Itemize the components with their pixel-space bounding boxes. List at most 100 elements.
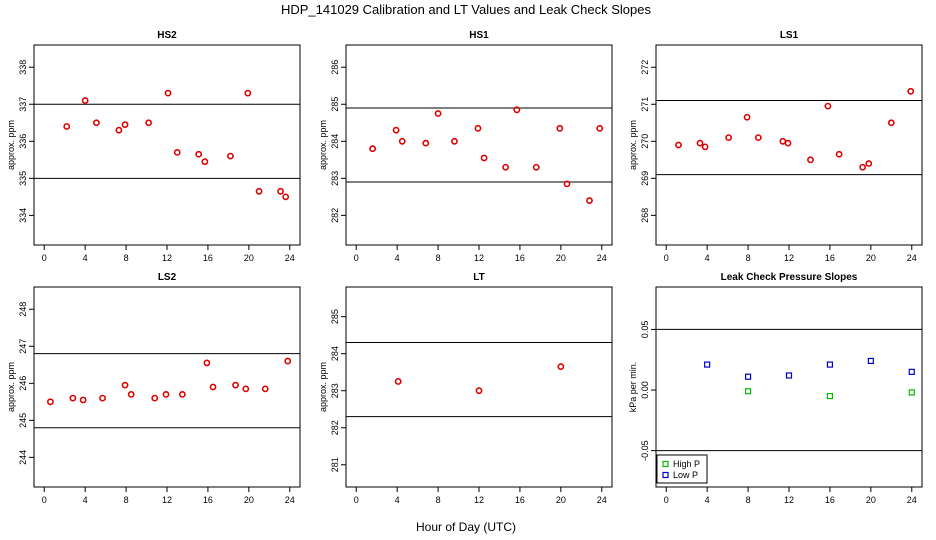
data-point [865,160,873,167]
y-tick-label: 270 [640,134,650,149]
y-tick-label: 244 [18,450,28,465]
data-point [63,123,71,130]
data-point [81,97,89,104]
data-point [824,102,832,110]
x-tick-label: 4 [395,495,400,505]
x-tick-label: 8 [436,253,441,263]
data-point [178,391,186,398]
x-tick-label: 16 [203,495,213,505]
x-tick-label: 8 [746,253,751,263]
x-tick-label: 8 [746,495,751,505]
x-tick-label: 24 [285,495,295,505]
x-tick-label: 16 [825,495,835,505]
data-point [675,141,682,149]
data-point [744,373,752,380]
data-point [557,363,565,371]
y-tick-label: 272 [640,60,650,75]
data-point [255,187,263,195]
data-point [586,197,593,204]
data-point [696,139,704,147]
y-tick-label: 284 [330,346,340,361]
panel-4: LS2 0 4 8 12 16 20 24 244 245 246 247 248 approx. ppm [6,272,301,505]
x-tick-label: 20 [556,253,566,263]
x-tick-label: 0 [664,495,669,505]
data-point [743,113,751,121]
x-tick-label: 12 [162,253,172,263]
data-point [835,150,843,158]
panel-2: HS1 0 4 8 12 16 20 24 282 283 284 285 286 approx. ppm [318,30,613,263]
y-tick-label: 337 [18,97,28,112]
y-tick-label: 268 [640,208,650,223]
y-axis-label: approx. ppm [318,120,328,170]
y-tick-label: 285 [330,97,340,112]
figure-title: HDP_141029 Calibration and LT Values and… [281,2,652,17]
y-tick-label: 338 [18,60,28,75]
data-point [115,126,123,134]
legend-box [656,454,708,484]
data-point [232,381,239,389]
data-point [201,158,209,166]
x-tick-label: 0 [42,495,47,505]
x-tick-label: 20 [866,495,876,505]
data-point [282,193,290,201]
data-point [392,126,400,134]
data-point [451,137,458,145]
y-tick-label: 282 [330,420,340,435]
data-point [701,143,709,151]
x-tick-label: 20 [244,253,254,263]
data-point [563,180,571,188]
x-tick-label: 12 [784,495,794,505]
x-tick-label: 8 [124,495,129,505]
x-tick-label: 24 [907,253,917,263]
data-point [596,124,604,132]
x-tick-label: 8 [124,253,129,263]
panel-3: LS1 0 4 8 12 16 20 24 268 269 270 271 272 approx. ppm [628,30,923,263]
x-tick-label: 4 [705,495,710,505]
y-tick-label: 283 [330,383,340,398]
x-tick-label: 12 [162,495,172,505]
data-point [69,394,77,402]
data-point [244,89,252,97]
data-point [532,163,540,171]
data-point [754,134,762,141]
data-point [93,119,100,127]
data-point [121,121,129,129]
panel-title: LS2 [158,272,177,283]
panel-title: LT [473,272,484,283]
data-point [704,361,711,368]
data-point [422,139,430,147]
panel-title: LS1 [780,30,799,41]
x-tick-label: 16 [825,253,835,263]
x-tick-label: 24 [597,253,607,263]
x-tick-label: 20 [556,495,566,505]
data-point [284,357,292,365]
data-point [394,378,402,385]
data-point [46,398,54,406]
y-tick-label: 0.00 [640,381,650,399]
data-point [434,110,442,117]
y-tick-label: 286 [330,60,340,75]
x-tick-label: 12 [474,495,484,505]
data-point [121,381,129,389]
data-point [556,124,564,132]
x-tick-label: 16 [203,253,213,263]
data-point [173,149,181,156]
y-axis-label: approx. ppm [628,120,638,170]
data-point [474,124,482,132]
data-point [785,372,793,379]
y-tick-label: 284 [330,134,340,149]
data-point [195,150,203,158]
x-tick-label: 24 [907,495,917,505]
panel-title: HS1 [469,30,489,41]
data-point [867,357,874,365]
y-tick-label: 248 [18,302,28,317]
data-point [99,394,106,402]
data-point [826,392,834,400]
y-axis-label: approx. ppm [6,120,16,170]
x-tick-label: 24 [285,253,295,263]
panel-6: Leak Check Pressure Slopes 0 4 8 12 16 20 24 -0.… [628,272,923,505]
y-tick-label: 335 [18,171,28,186]
x-tick-label: 12 [784,253,794,263]
data-point [907,87,915,95]
